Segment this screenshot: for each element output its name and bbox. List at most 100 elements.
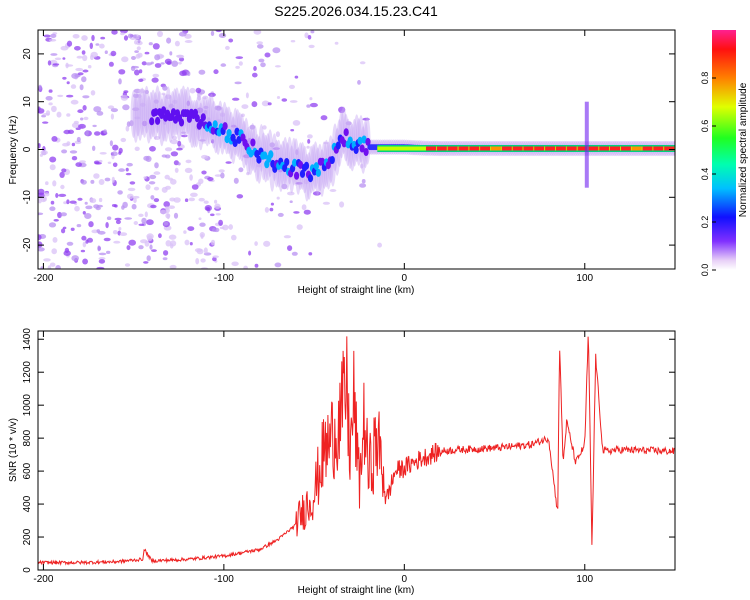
noise-speckle (61, 149, 68, 154)
noise-speckle (131, 203, 137, 210)
noise-speckle (60, 212, 67, 217)
ridge-core (294, 171, 300, 180)
band-core (447, 146, 458, 151)
noise-speckle (76, 224, 82, 228)
colorbar-gradient (712, 30, 736, 270)
noise-speckle (57, 94, 64, 98)
noise-speckle (161, 92, 166, 96)
noise-speckle (283, 235, 291, 239)
noise-speckle (186, 100, 190, 107)
noise-speckle (110, 108, 118, 113)
band-core (631, 146, 642, 151)
noise-speckle (93, 173, 100, 179)
noise-speckle (174, 167, 179, 173)
noise-speckle (104, 177, 111, 182)
noise-speckle (71, 142, 76, 147)
noise-speckle (248, 250, 252, 256)
noise-speckle (196, 107, 204, 114)
noise-speckle (66, 94, 74, 98)
noise-speckle (203, 105, 209, 109)
noise-speckle (184, 167, 193, 173)
noise-speckle (165, 240, 172, 247)
noise-speckle (252, 72, 258, 78)
noise-speckle (84, 213, 92, 219)
noise-speckle (43, 192, 50, 197)
noise-speckle (180, 134, 188, 138)
noise-speckle (80, 117, 84, 121)
noise-speckle (270, 202, 274, 206)
noise-speckle (307, 139, 311, 144)
colorbar-tick-label: 0.8 (700, 72, 710, 85)
noise-speckle (153, 186, 160, 191)
noise-speckle (203, 110, 208, 115)
noise-speckle (290, 40, 296, 43)
noise-speckle (52, 180, 57, 187)
noise-speckle (117, 190, 123, 195)
noise-speckle (173, 160, 179, 166)
snr-ylabel: SNR (10 * v/v) (8, 418, 19, 482)
band-core (642, 146, 653, 151)
noise-speckle (60, 184, 65, 190)
noise-speckle (197, 95, 202, 101)
noise-speckle (138, 213, 144, 217)
noise-speckle (74, 205, 80, 212)
noise-speckle (50, 200, 55, 205)
noise-speckle (357, 80, 361, 85)
noise-speckle (303, 179, 309, 185)
spectrogram-xlabel: Height of straight line (km) (298, 285, 415, 296)
noise-speckle (154, 162, 159, 169)
noise-speckle (42, 146, 46, 152)
ridge-core (155, 116, 161, 125)
noise-speckle (40, 150, 48, 156)
noise-speckle (144, 211, 148, 218)
y-tick-label: 600 (22, 462, 33, 479)
noise-speckle (45, 181, 49, 186)
band-core (490, 146, 501, 151)
colorbar-label: Normalized spectral amplitude (738, 82, 749, 217)
noise-speckle (135, 53, 141, 59)
noise-speckle (210, 30, 215, 36)
noise-speckle (359, 183, 367, 188)
noise-speckle (149, 146, 156, 152)
noise-speckle (74, 46, 81, 51)
noise-speckle (66, 199, 70, 205)
noise-speckle (162, 257, 168, 261)
noise-speckle (98, 257, 106, 260)
noise-speckle (58, 193, 67, 197)
noise-speckle (184, 198, 189, 202)
noise-speckle (71, 156, 78, 161)
band-core (566, 146, 577, 151)
noise-speckle (176, 147, 183, 151)
noise-speckle (90, 90, 96, 96)
noise-speckle (203, 247, 208, 254)
noise-speckle (184, 239, 190, 246)
noise-speckle (168, 103, 174, 109)
noise-speckle (96, 229, 101, 233)
noise-speckle (377, 242, 382, 248)
noise-speckle (296, 224, 303, 230)
noise-speckle (260, 62, 266, 68)
ridge-core (357, 136, 363, 145)
noise-speckle (215, 213, 221, 216)
noise-speckle (281, 98, 288, 102)
noise-speckle (77, 109, 84, 114)
noise-speckle (200, 258, 206, 263)
noise-speckle (153, 171, 161, 175)
noise-speckle (189, 87, 196, 94)
x-tick-label: -200 (33, 273, 53, 284)
noise-speckle (287, 191, 295, 196)
noise-speckle (123, 90, 129, 94)
y-tick-label: 10 (22, 96, 33, 108)
noise-speckle (50, 33, 57, 39)
noise-speckle (80, 179, 87, 185)
noise-speckle (184, 40, 193, 43)
noise-speckle (320, 115, 328, 121)
noise-speckle (138, 245, 144, 250)
noise-speckle (141, 217, 147, 224)
noise-speckle (274, 65, 281, 68)
ridge-halo (130, 90, 137, 138)
noise-speckle (295, 149, 299, 156)
noise-speckle (93, 204, 100, 209)
noise-speckle (177, 162, 181, 166)
noise-speckle (71, 255, 79, 262)
